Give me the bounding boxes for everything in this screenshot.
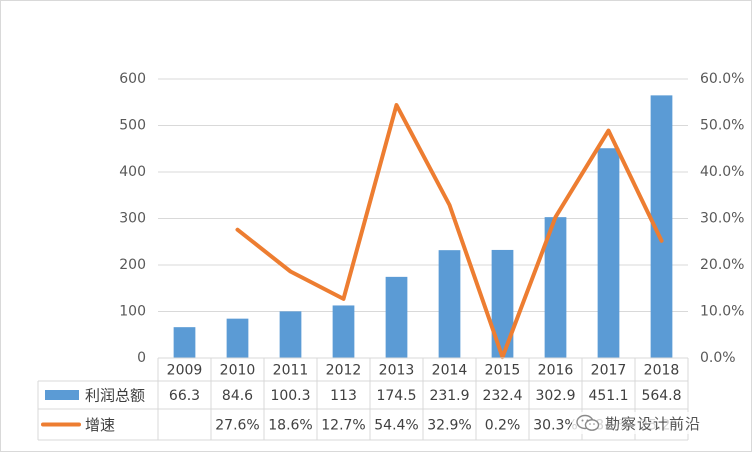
table-cell-profit: 100.3 bbox=[270, 388, 310, 404]
watermark-text: 勘察设计前沿 bbox=[605, 414, 702, 433]
watermark: 勘察设计前沿 bbox=[572, 412, 706, 434]
table-cell-growth: 18.6% bbox=[268, 418, 312, 434]
x-category-label: 2009 bbox=[167, 363, 203, 379]
table-cell-profit: 564.8 bbox=[641, 388, 681, 404]
bar bbox=[173, 327, 196, 358]
y-left-tick-label: 400 bbox=[119, 164, 146, 180]
bar bbox=[650, 95, 673, 359]
bar bbox=[491, 249, 514, 358]
legend-key-bar bbox=[45, 390, 79, 400]
y-right-tick-label: 40.0% bbox=[700, 164, 744, 180]
bar bbox=[544, 217, 567, 358]
y-left-tick-label: 600 bbox=[119, 71, 146, 87]
table-cell-profit: 232.4 bbox=[482, 388, 522, 404]
x-category-label: 2016 bbox=[538, 363, 574, 379]
x-category-label: 2018 bbox=[644, 363, 680, 379]
x-category-label: 2011 bbox=[273, 363, 309, 379]
y-left-tick-label: 0 bbox=[137, 350, 146, 366]
data-table: 2009 2010 2011 2012 2013 2014 2015 2016 2017 2018… bbox=[37, 357, 689, 441]
y-right-tick-label: 50.0% bbox=[700, 118, 744, 134]
table-cell-growth: 27.6% bbox=[215, 418, 259, 434]
y-right-tick-label: 10.0% bbox=[700, 304, 744, 320]
table-cell-profit: 231.9 bbox=[429, 388, 469, 404]
x-category-label: 2015 bbox=[485, 363, 521, 379]
y-right-tick-label: 60.0% bbox=[700, 71, 744, 87]
table-cell-profit: 84.6 bbox=[222, 388, 253, 404]
table-cell-profit: 66.3 bbox=[169, 388, 200, 404]
y-left-tick-label: 100 bbox=[119, 304, 146, 320]
bar bbox=[279, 311, 302, 358]
y-left-tick-label: 500 bbox=[119, 118, 146, 134]
line-series bbox=[235, 103, 664, 360]
y-right-tick-label: 0.0% bbox=[700, 350, 736, 366]
table-cell-growth: 12.7% bbox=[321, 418, 365, 434]
y-left-tick-label: 200 bbox=[119, 257, 146, 273]
table-cell-growth: 54.4% bbox=[374, 418, 418, 434]
table-cell-profit: 451.1 bbox=[588, 388, 628, 404]
table-cell-growth: 30.3% bbox=[533, 418, 577, 434]
bar bbox=[438, 250, 461, 358]
growth-line bbox=[235, 103, 664, 360]
x-category-label: 2014 bbox=[432, 363, 468, 379]
axes: 0 0.0% 100 10.0% 200 20.0% 300 30.0% 400 40.0% 500… bbox=[119, 71, 744, 366]
legend-label-line: 增速 bbox=[85, 416, 115, 434]
table-cell-profit: 113 bbox=[330, 388, 357, 404]
bar-series bbox=[173, 95, 673, 359]
x-category-label: 2013 bbox=[379, 363, 415, 379]
x-category-label: 2012 bbox=[326, 363, 362, 379]
bar bbox=[597, 148, 620, 358]
table-cell-growth: 0.2% bbox=[485, 418, 521, 434]
bar bbox=[332, 305, 355, 358]
bar bbox=[385, 276, 408, 358]
bar bbox=[226, 318, 249, 358]
x-category-label: 2017 bbox=[591, 363, 627, 379]
legend-label-bar: 利润总额 bbox=[85, 387, 145, 405]
y-left-tick-label: 300 bbox=[119, 211, 146, 227]
y-right-tick-label: 30.0% bbox=[700, 211, 744, 227]
table-cell-profit: 302.9 bbox=[535, 388, 575, 404]
table-cell-profit: 174.5 bbox=[376, 388, 416, 404]
table-cell-growth: 32.9% bbox=[427, 418, 471, 434]
wechat-icon bbox=[576, 414, 600, 431]
y-right-tick-label: 20.0% bbox=[700, 257, 744, 273]
x-category-label: 2010 bbox=[220, 363, 256, 379]
